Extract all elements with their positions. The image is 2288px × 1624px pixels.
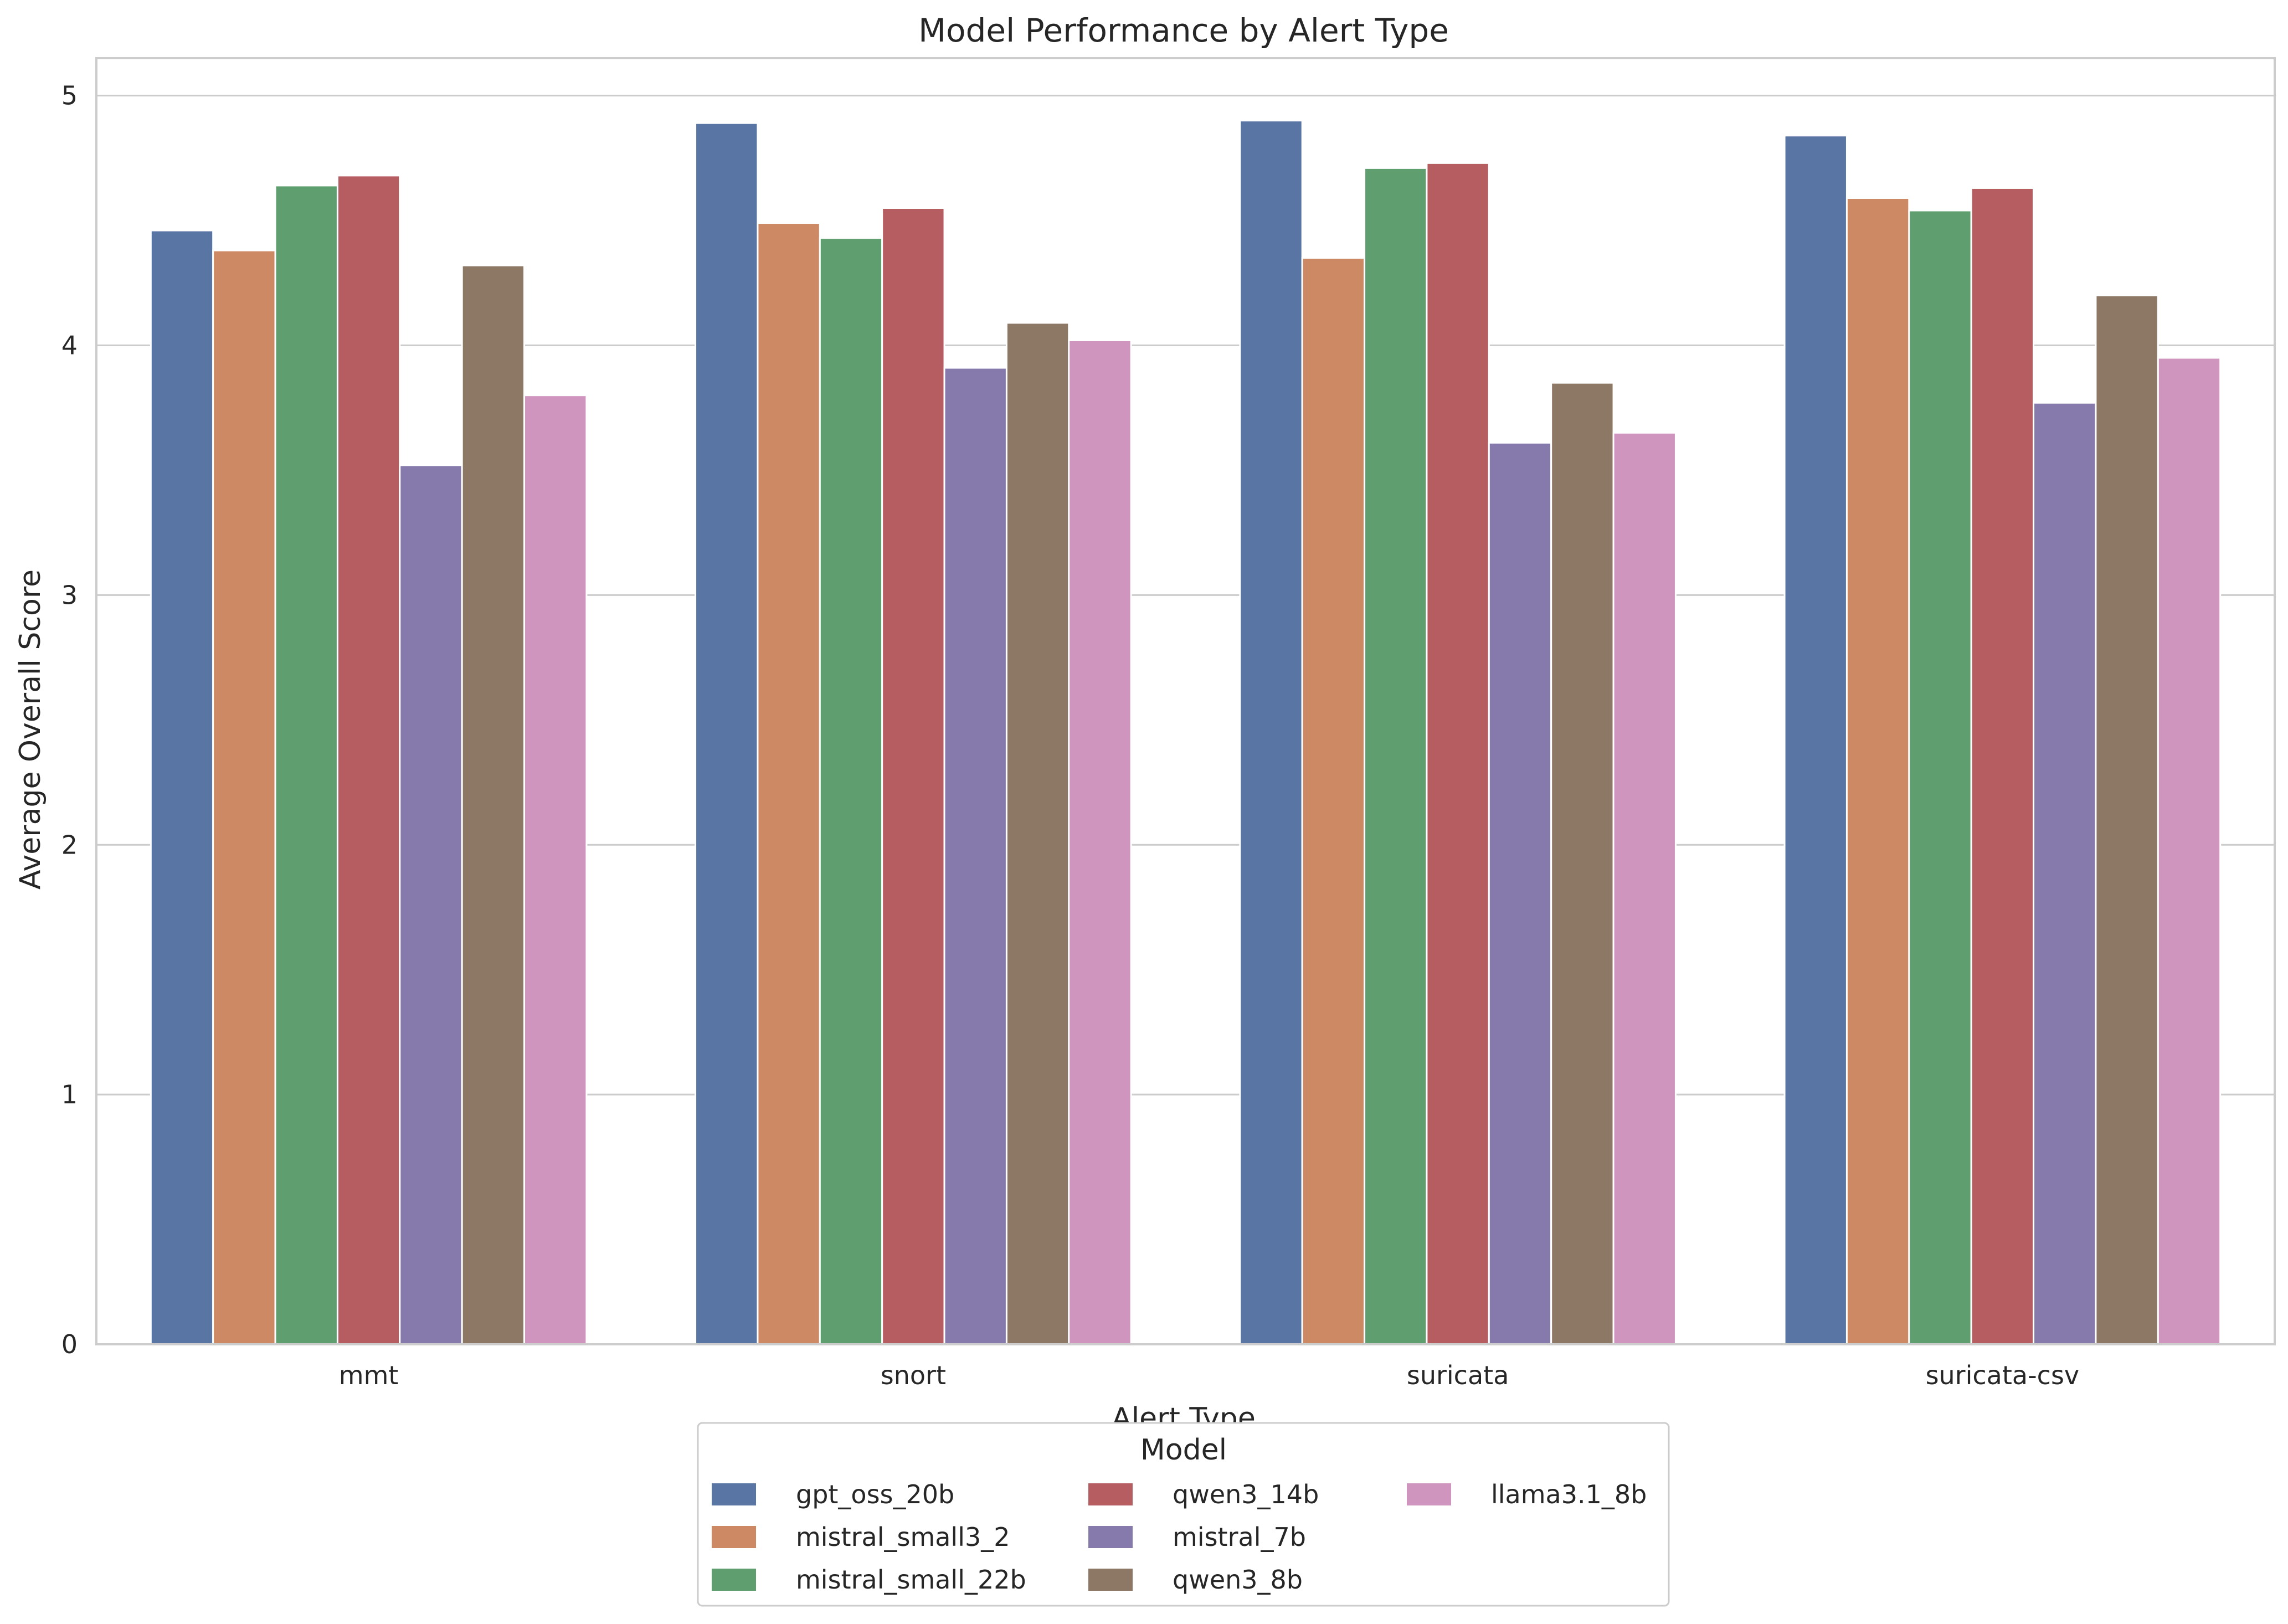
bar-llama3-1-8b-suricata-csv	[2157, 357, 2222, 1345]
bars	[150, 120, 2222, 1345]
y-tick-label: 1	[61, 1080, 78, 1109]
bar-qwen3-8b-suricata-csv	[2095, 294, 2159, 1345]
bar-qwen3-8b-snort	[1005, 322, 1070, 1345]
legend-swatch	[1407, 1483, 1451, 1505]
bar-qwen3-14b-mmt	[336, 174, 401, 1345]
legend-label: gpt_oss_20b	[796, 1479, 954, 1509]
bar-qwen3-14b-suricata-csv	[1970, 187, 2035, 1345]
chart-title: Model Performance by Alert Type	[918, 12, 1449, 49]
y-tick-label: 2	[61, 830, 78, 860]
legend-box	[697, 1422, 1670, 1607]
legend-label: qwen3_14b	[1173, 1479, 1319, 1509]
bar-mistral-small3-2-suricata	[1301, 257, 1366, 1345]
y-tick-label: 4	[61, 331, 78, 361]
legend-swatch	[1088, 1569, 1133, 1591]
bar-qwen3-14b-snort	[881, 207, 945, 1345]
x-tick-label: snort	[881, 1360, 946, 1390]
y-tick-label: 5	[61, 81, 78, 111]
bar-gpt-oss-20b-suricata	[1239, 120, 1303, 1345]
bar-llama3-1-8b-suricata	[1612, 431, 1677, 1345]
legend-item: qwen3_8b	[1088, 1565, 1303, 1595]
legend-item: gpt_oss_20b	[712, 1479, 954, 1509]
legend-item: qwen3_14b	[1088, 1479, 1319, 1509]
bar-qwen3-8b-mmt	[461, 264, 526, 1345]
bar-llama3-1-8b-snort	[1068, 339, 1132, 1345]
legend-swatch	[712, 1526, 756, 1548]
bar-mistral-small-22b-suricata	[1364, 167, 1428, 1345]
bar-mistral-small3-2-mmt	[212, 249, 276, 1345]
legend-label: mistral_small3_2	[796, 1522, 1010, 1552]
bar-mistral-7b-snort	[943, 367, 1007, 1345]
legend-swatch	[1088, 1526, 1133, 1548]
x-tick-label: mmt	[339, 1360, 399, 1390]
bar-mistral-small-22b-mmt	[274, 184, 338, 1345]
bar-llama3-1-8b-mmt	[523, 394, 588, 1345]
bar-mistral-7b-mmt	[399, 464, 463, 1345]
bar-mistral-small3-2-snort	[757, 222, 821, 1345]
bar-mistral-7b-suricata	[1488, 441, 1552, 1345]
legend: Model gpt_oss_20bmistral_small3_2mistral…	[697, 1422, 1670, 1607]
y-axis-label: Average Overall Score	[14, 569, 47, 890]
legend-label: llama3.1_8b	[1491, 1479, 1647, 1509]
legend-swatch	[712, 1569, 756, 1591]
y-tick-labels: 0 1 2 3 4 5	[61, 81, 78, 1359]
x-tick-labels: mmt snort suricata suricata-csv	[339, 1360, 2079, 1390]
legend-item: mistral_small3_2	[712, 1522, 1010, 1552]
legend-label: mistral_7b	[1173, 1522, 1306, 1552]
bar-gpt-oss-20b-mmt	[150, 229, 214, 1345]
bar-mistral-7b-suricata-csv	[2033, 402, 2097, 1345]
plot-frame	[95, 57, 2276, 1345]
legend-swatch	[712, 1483, 756, 1505]
legend-label: qwen3_8b	[1173, 1565, 1303, 1595]
bar-gpt-oss-20b-suricata-csv	[1783, 135, 1848, 1345]
bar-mistral-small-22b-snort	[819, 237, 883, 1345]
legend-items: gpt_oss_20b mistral_small3_2 mistral_small…	[712, 1479, 1647, 1595]
bar-mistral-small3-2-suricata-csv	[1845, 197, 1910, 1345]
legend-swatch	[1088, 1483, 1133, 1505]
y-tick-label: 3	[61, 580, 78, 610]
legend-item: mistral_small_22b	[712, 1565, 1026, 1595]
legend-item: llama3.1_8b	[1407, 1479, 1647, 1509]
y-tick-label: 0	[61, 1329, 78, 1359]
x-tick-label: suricata-csv	[1926, 1360, 2080, 1390]
bar-gpt-oss-20b-snort	[695, 122, 759, 1345]
legend-item: mistral_7b	[1088, 1522, 1306, 1552]
x-tick-label: suricata	[1407, 1360, 1509, 1390]
bar-mistral-small-22b-suricata-csv	[1908, 209, 1972, 1345]
bar-qwen3-8b-suricata	[1550, 382, 1615, 1345]
bar-qwen3-14b-suricata	[1426, 162, 1490, 1345]
legend-label: mistral_small_22b	[796, 1565, 1026, 1595]
legend-title: Model	[1140, 1433, 1227, 1467]
